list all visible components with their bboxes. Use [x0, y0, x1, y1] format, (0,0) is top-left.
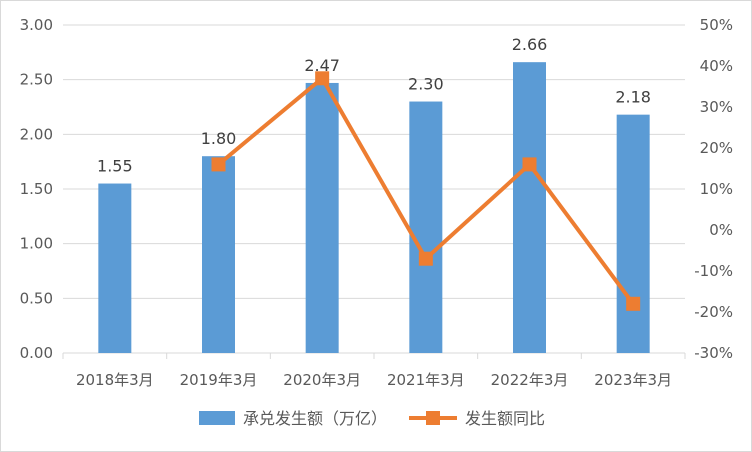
bar-2021年3月 [409, 101, 443, 354]
y-right-tick-label: -20% [694, 303, 733, 321]
bar-data-label: 2.18 [615, 88, 651, 107]
yoy-point-2023年3月 [626, 296, 641, 311]
x-tick-label: 2019年3月 [180, 371, 258, 389]
bar-2018年3月 [98, 183, 132, 353]
x-tick-label: 2020年3月 [283, 371, 361, 389]
legend: 承兑发生额（万亿） 发生额同比 [199, 409, 545, 428]
y-axis-left: 0.00 0.50 1.00 1.50 2.00 2.50 3.00 [20, 16, 53, 362]
y-left-tick-label: 1.00 [20, 235, 53, 253]
y-left-tick-label: 0.50 [20, 289, 53, 307]
y-left-tick-label: 0.00 [20, 344, 53, 362]
bar-data-label: 1.80 [201, 129, 237, 148]
y-right-tick-label: 10% [700, 180, 733, 198]
x-tick-label: 2022年3月 [491, 371, 569, 389]
y-right-tick-label: -10% [694, 262, 733, 280]
y-axis-right: -30% -20% -10% 0% 10% 20% 30% 40% 50% [694, 16, 733, 362]
bar-data-label: 2.47 [304, 56, 340, 75]
y-left-tick-label: 3.00 [20, 16, 53, 34]
bar-data-label: 2.66 [512, 35, 548, 54]
bar-2022年3月 [513, 62, 546, 353]
y-right-tick-label: -30% [694, 344, 733, 362]
x-axis: 2018年3月 2019年3月 2020年3月 2021年3月 2022年3月 2023年… [62, 353, 686, 389]
bars [98, 62, 650, 354]
yoy-point-2021年3月 [418, 251, 433, 266]
y-right-tick-label: 0% [709, 221, 733, 239]
yoy-point-2022年3月 [522, 157, 537, 172]
legend-label-bar: 承兑发生额（万亿） [243, 409, 387, 428]
bar-2020年3月 [305, 82, 339, 354]
y-right-tick-label: 20% [700, 139, 733, 157]
legend-swatch-bar [199, 411, 235, 425]
y-left-tick-label: 2.00 [20, 125, 53, 143]
bar-data-label: 1.55 [97, 157, 133, 176]
y-left-tick-label: 2.50 [20, 71, 53, 89]
legend-label-line: 发生额同比 [465, 409, 545, 428]
legend-swatch-marker [426, 411, 440, 425]
data-labels: 1.55 1.80 2.47 2.30 2.66 2.18 [97, 35, 651, 175]
yoy-line [211, 71, 641, 311]
y-right-tick-label: 30% [700, 98, 733, 116]
bar-data-label: 2.30 [408, 75, 444, 94]
yoy-point-2019年3月 [211, 157, 226, 172]
x-tick-label: 2021年3月 [387, 371, 465, 389]
bar-2023年3月 [616, 114, 650, 353]
bar-2019年3月 [202, 156, 235, 353]
yoy-point-2020年3月 [315, 71, 330, 86]
y-right-tick-label: 50% [700, 16, 733, 34]
x-tick-label: 2023年3月 [594, 371, 672, 389]
x-tick-label: 2018年3月 [76, 371, 154, 389]
y-left-tick-label: 1.50 [20, 180, 53, 198]
gridlines [63, 24, 685, 354]
y-right-tick-label: 40% [700, 57, 733, 75]
